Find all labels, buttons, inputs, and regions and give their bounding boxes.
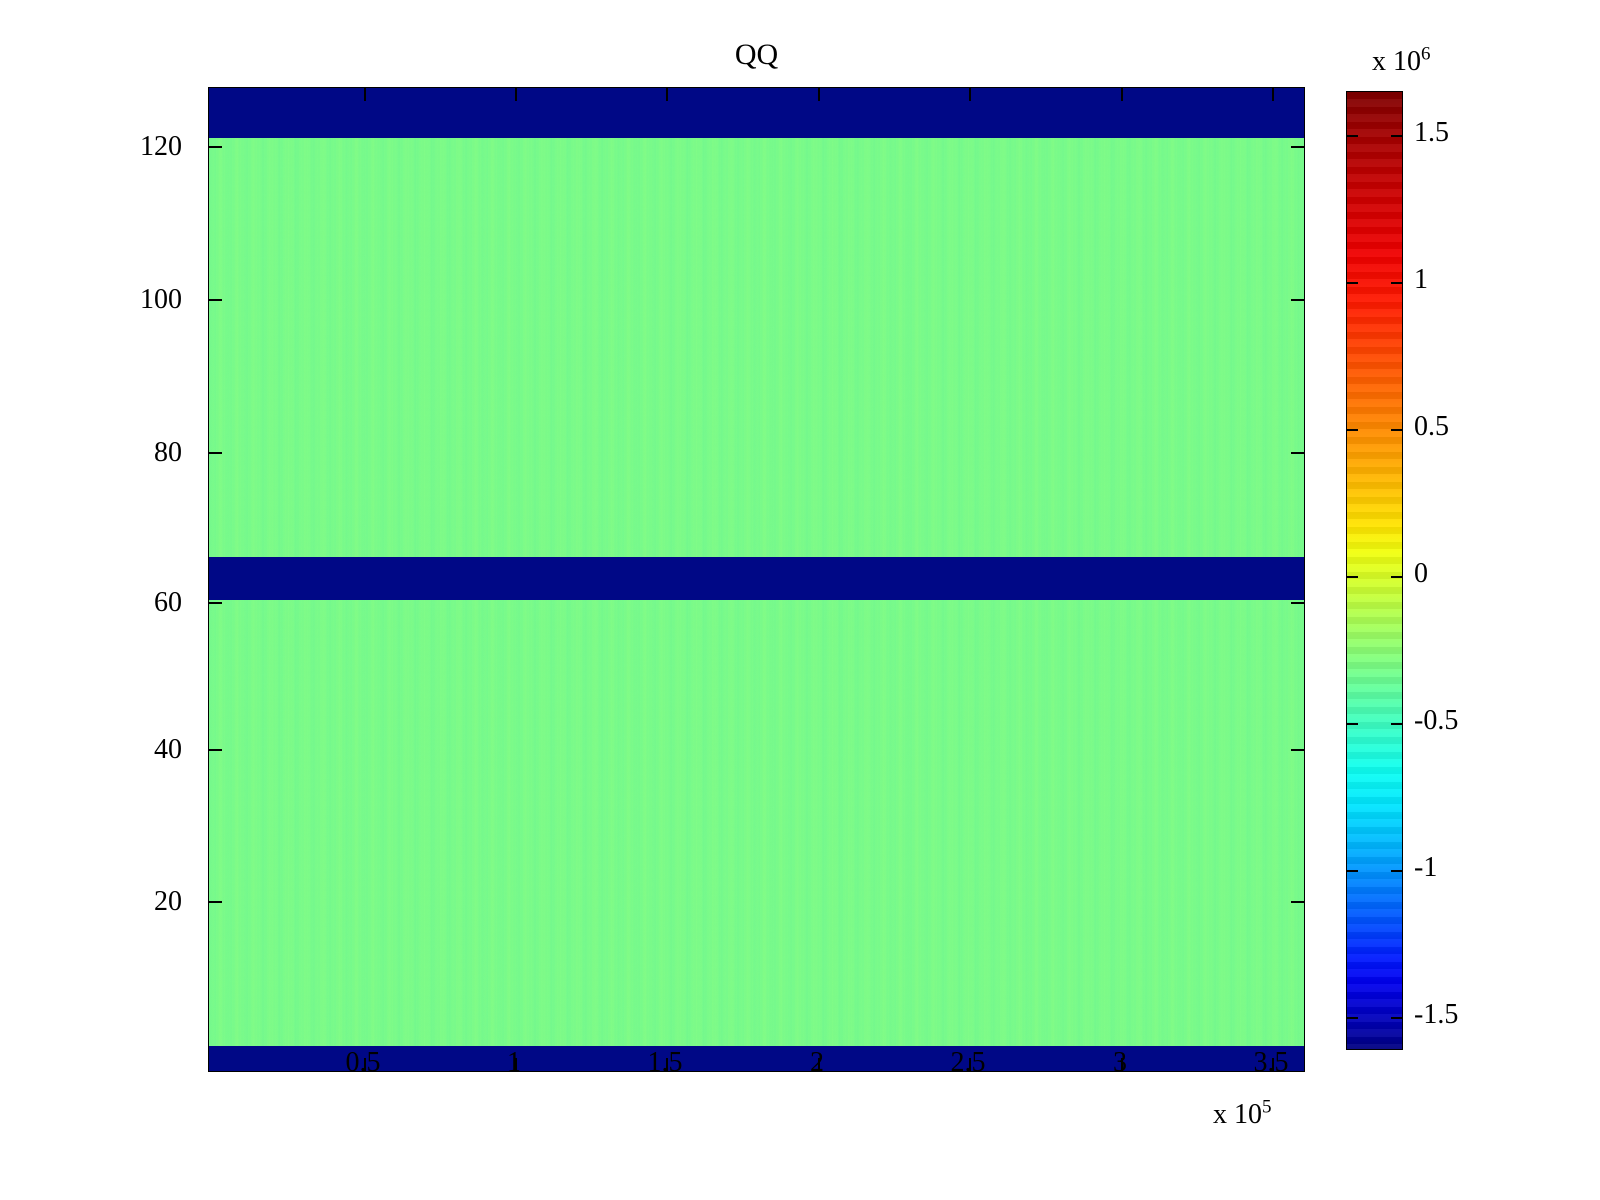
x-axis-exponent-power: 5 [1262, 1096, 1272, 1118]
y-tick-label-60: 60 [154, 587, 182, 618]
x-axis-exponent-base: x 10 [1213, 1099, 1262, 1130]
cb-tick-0-left [1347, 576, 1358, 578]
x-tick-1.5-bottom [666, 1058, 668, 1071]
x-tick-1-top [515, 88, 517, 101]
y-tick-60-right [1291, 602, 1304, 604]
colorbar-gradient [1347, 92, 1402, 1049]
x-tick-2-top [818, 88, 820, 101]
y-tick-40-right [1291, 749, 1304, 751]
x-tick-2.5-bottom [969, 1058, 971, 1071]
y-tick-label-40: 40 [154, 734, 182, 765]
y-tick-40-left [209, 749, 222, 751]
x-tick-label-3.5: 3.5 [1253, 1047, 1289, 1078]
cb-tick-label--1: -1 [1414, 852, 1438, 883]
cb-tick-label-0.5: 0.5 [1414, 411, 1449, 442]
x-tick-0.5-bottom [364, 1058, 366, 1071]
cb-tick-label-1: 1 [1414, 264, 1428, 295]
cb-tick-0-right [1391, 576, 1402, 578]
y-tick-20-right [1291, 901, 1304, 903]
colorbar-exponent-base: x 10 [1372, 46, 1421, 77]
x-axis-exponent-label: x 105 [1213, 1096, 1272, 1131]
heatmap-band-middle-blue [209, 557, 1304, 600]
x-tick-label-2: 2 [810, 1047, 824, 1078]
x-tick-2-bottom [818, 1058, 820, 1071]
x-tick-1-bottom [515, 1058, 517, 1071]
x-tick-2.5-top [969, 88, 971, 101]
cb-tick-1.5-left [1347, 135, 1358, 137]
x-tick-label-2.5: 2.5 [950, 1047, 986, 1078]
x-tick-label-3: 3 [1113, 1047, 1127, 1078]
x-tick-label-1.5: 1.5 [647, 1047, 683, 1078]
y-tick-120-left [209, 146, 222, 148]
colorbar-exponent-label: x 106 [1372, 43, 1431, 78]
cb-tick--0.5-right [1391, 723, 1402, 725]
x-tick-3-bottom [1121, 1058, 1123, 1071]
colorbar[interactable] [1346, 91, 1403, 1050]
colorbar-exponent-power: 6 [1421, 43, 1431, 65]
cb-tick-label--1.5: -1.5 [1414, 999, 1459, 1030]
y-tick-100-left [209, 299, 222, 301]
heatmap-band-top-blue [209, 88, 1304, 138]
cb-tick-1.5-right [1391, 135, 1402, 137]
heatmap-band-lower-green [209, 600, 1304, 1046]
x-tick-1.5-top [666, 88, 668, 101]
cb-tick-0.5-right [1391, 429, 1402, 431]
x-tick-label-0.5: 0.5 [345, 1047, 381, 1078]
x-tick-label-1: 1 [507, 1047, 521, 1078]
y-tick-label-120: 120 [140, 131, 182, 162]
cb-tick-0.5-left [1347, 429, 1358, 431]
cb-tick--1-left [1347, 870, 1358, 872]
heatmap-axes[interactable] [208, 87, 1305, 1072]
y-tick-80-left [209, 452, 222, 454]
cb-tick-label--0.5: -0.5 [1414, 705, 1459, 736]
colorbar-banding-overlay [1347, 92, 1402, 1049]
cb-tick--0.5-left [1347, 723, 1358, 725]
y-tick-20-left [209, 901, 222, 903]
x-tick-3-top [1121, 88, 1123, 101]
cb-tick--1.5-right [1391, 1017, 1402, 1019]
cb-tick--1-right [1391, 870, 1402, 872]
y-tick-label-100: 100 [140, 284, 182, 315]
y-tick-label-80: 80 [154, 437, 182, 468]
x-tick-0.5-top [364, 88, 366, 101]
y-tick-80-right [1291, 452, 1304, 454]
cb-tick-1-left [1347, 282, 1358, 284]
y-tick-100-right [1291, 299, 1304, 301]
x-tick-3.5-bottom [1272, 1058, 1274, 1071]
cb-tick--1.5-left [1347, 1017, 1358, 1019]
cb-tick-1-right [1391, 282, 1402, 284]
y-tick-60-left [209, 602, 222, 604]
y-tick-label-20: 20 [154, 886, 182, 917]
cb-tick-label-0: 0 [1414, 558, 1428, 589]
y-tick-120-right [1291, 146, 1304, 148]
page-title: QQ [734, 38, 779, 71]
cb-tick-label-1.5: 1.5 [1414, 117, 1449, 148]
x-tick-3.5-top [1272, 88, 1274, 101]
heatmap-band-upper-green [209, 138, 1304, 557]
